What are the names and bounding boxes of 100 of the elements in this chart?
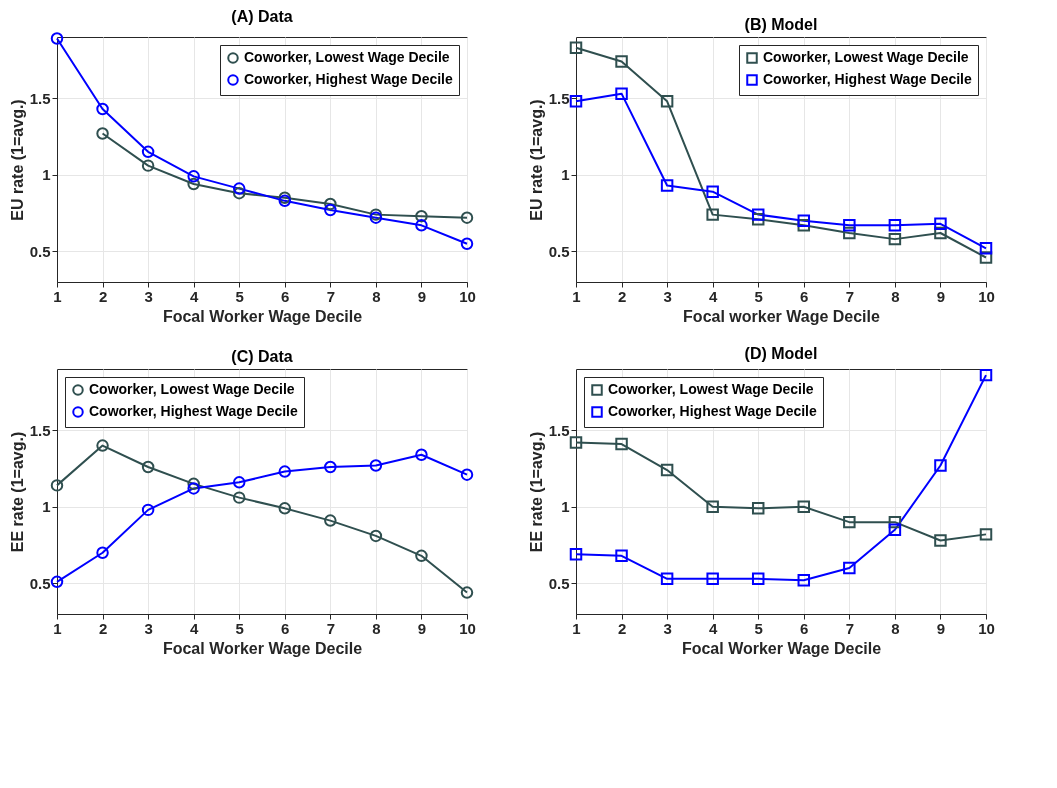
point — [369, 529, 383, 543]
legend-label: Coworker, Lowest Wage Decile — [763, 49, 969, 65]
point — [460, 237, 474, 250]
x-tick-label: 2 — [98, 287, 108, 305]
x-tick-label: 3 — [663, 619, 672, 637]
point — [96, 546, 109, 559]
x-tick-label: 5 — [754, 619, 763, 637]
point — [460, 586, 474, 599]
legend-label: Coworker, Lowest Wage Decile — [608, 381, 814, 397]
point — [615, 87, 628, 100]
x-tick-label: 2 — [617, 287, 627, 305]
point — [888, 219, 902, 232]
point — [460, 211, 474, 224]
x-tick-label: 7 — [326, 619, 336, 637]
legend-label: Coworker, Lowest Wage Decile — [89, 381, 295, 397]
point — [415, 549, 428, 563]
point — [615, 549, 628, 563]
point — [232, 186, 246, 200]
point — [50, 32, 64, 45]
y-tick-label: 1.5 — [29, 89, 51, 107]
point — [843, 219, 856, 232]
point — [96, 439, 109, 452]
point — [141, 159, 155, 172]
y-axis-title: EU rate (1=avg.) — [527, 99, 545, 221]
point — [660, 463, 674, 477]
x-tick-label: 5 — [754, 287, 763, 305]
x-tick-label: 3 — [663, 287, 672, 305]
x-tick-label: 4 — [189, 619, 199, 637]
x-tick-label: 5 — [235, 287, 244, 305]
point — [979, 242, 993, 255]
point — [751, 208, 765, 221]
point — [96, 102, 109, 116]
x-tick-label: 2 — [617, 619, 627, 637]
point — [141, 460, 155, 474]
point — [141, 145, 155, 159]
point — [660, 179, 674, 192]
point — [979, 368, 993, 382]
point — [232, 476, 246, 489]
y-tick-label: 1 — [42, 166, 51, 184]
point — [232, 182, 246, 195]
chart-title: (C) Data — [231, 348, 293, 365]
y-tick-label: 1 — [561, 498, 570, 516]
legend-label: Coworker, Lowest Wage Decile — [244, 49, 450, 65]
x-tick-label: 7 — [845, 619, 855, 637]
point — [415, 219, 428, 232]
point — [888, 523, 902, 537]
point — [660, 95, 674, 108]
chart-title: (A) Data — [231, 8, 293, 26]
point — [324, 197, 337, 211]
x-tick-label: 8 — [891, 619, 900, 637]
x-tick-label: 1 — [572, 287, 581, 305]
x-tick-label: 8 — [891, 287, 900, 305]
point — [797, 500, 811, 514]
point — [369, 459, 383, 472]
y-tick-label: 1.5 — [548, 421, 570, 439]
point — [569, 436, 583, 449]
point — [934, 226, 947, 240]
point — [278, 502, 292, 515]
chart-title: (D) Model — [744, 344, 818, 362]
x-tick-label: 4 — [708, 619, 718, 637]
point — [843, 561, 856, 575]
point — [187, 170, 200, 183]
x-tick-label: 7 — [326, 287, 336, 305]
point — [324, 203, 337, 217]
point — [569, 548, 583, 561]
x-tick-label: 4 — [189, 287, 199, 305]
y-axis-title: EE rate (1=avg.) — [527, 431, 545, 553]
point — [934, 459, 947, 472]
point — [96, 127, 109, 140]
x-tick-label: 1 — [53, 619, 62, 637]
x-tick-label: 9 — [417, 287, 427, 305]
point — [278, 465, 292, 478]
point — [751, 212, 765, 226]
y-tick-label: 0.5 — [548, 242, 570, 260]
x-tick-label: 7 — [845, 287, 855, 305]
legend-label: Coworker, Highest Wage Decile — [763, 71, 972, 87]
point — [797, 214, 811, 227]
x-tick-label: 9 — [936, 287, 946, 305]
point — [324, 514, 337, 527]
point — [934, 534, 947, 547]
x-tick-label: 8 — [372, 287, 381, 305]
x-axis-title: Focal worker Wage Decile — [683, 307, 881, 325]
x-tick-label: 5 — [235, 619, 244, 637]
point — [415, 448, 428, 461]
point — [934, 217, 947, 231]
point — [797, 219, 811, 232]
point — [660, 572, 674, 586]
y-tick-label: 0.5 — [548, 574, 570, 592]
x-tick-label: 10 — [978, 619, 995, 637]
point — [569, 41, 583, 54]
y-tick-label: 1.5 — [29, 421, 51, 439]
point — [187, 477, 200, 491]
point — [888, 232, 902, 246]
point — [187, 177, 200, 191]
y-axis-title: EE rate (1=avg.) — [8, 431, 26, 553]
x-tick-label: 6 — [281, 619, 290, 637]
x-tick-label: 10 — [978, 287, 995, 305]
x-tick-label: 1 — [572, 619, 581, 637]
chart-title: (B) Model — [744, 16, 818, 33]
x-tick-label: 8 — [372, 619, 381, 637]
